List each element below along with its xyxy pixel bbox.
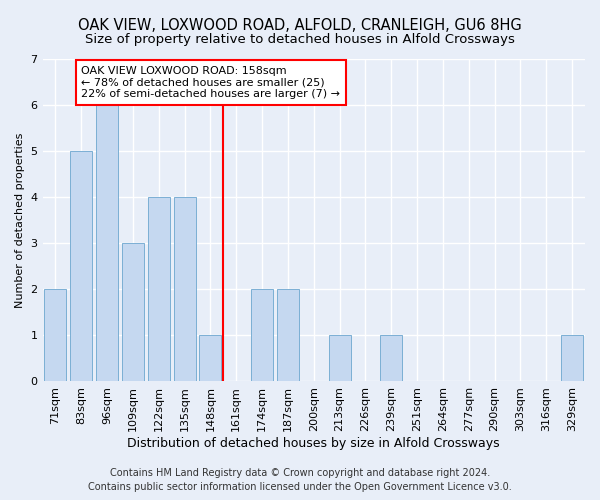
X-axis label: Distribution of detached houses by size in Alfold Crossways: Distribution of detached houses by size … [127, 437, 500, 450]
Bar [148, 197, 170, 382]
Bar [70, 151, 92, 382]
Bar [122, 244, 144, 382]
Text: Contains HM Land Registry data © Crown copyright and database right 2024.
Contai: Contains HM Land Registry data © Crown c… [88, 468, 512, 492]
Text: OAK VIEW, LOXWOOD ROAD, ALFOLD, CRANLEIGH, GU6 8HG: OAK VIEW, LOXWOOD ROAD, ALFOLD, CRANLEIG… [78, 18, 522, 32]
Bar [44, 290, 67, 382]
Bar [380, 336, 402, 382]
Bar [96, 105, 118, 382]
Bar [561, 336, 583, 382]
Bar [251, 290, 273, 382]
Y-axis label: Number of detached properties: Number of detached properties [15, 132, 25, 308]
Text: Size of property relative to detached houses in Alfold Crossways: Size of property relative to detached ho… [85, 32, 515, 46]
Bar [329, 336, 350, 382]
Bar [277, 290, 299, 382]
Text: OAK VIEW LOXWOOD ROAD: 158sqm
← 78% of detached houses are smaller (25)
22% of s: OAK VIEW LOXWOOD ROAD: 158sqm ← 78% of d… [81, 66, 340, 99]
Bar [199, 336, 221, 382]
Bar [173, 197, 196, 382]
